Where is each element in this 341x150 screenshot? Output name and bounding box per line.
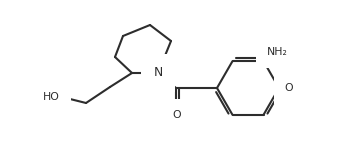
Text: O: O xyxy=(285,83,293,93)
Text: HO: HO xyxy=(43,92,60,102)
Text: O: O xyxy=(173,110,181,120)
Text: N: N xyxy=(153,66,163,80)
Text: NH₂: NH₂ xyxy=(267,47,287,57)
